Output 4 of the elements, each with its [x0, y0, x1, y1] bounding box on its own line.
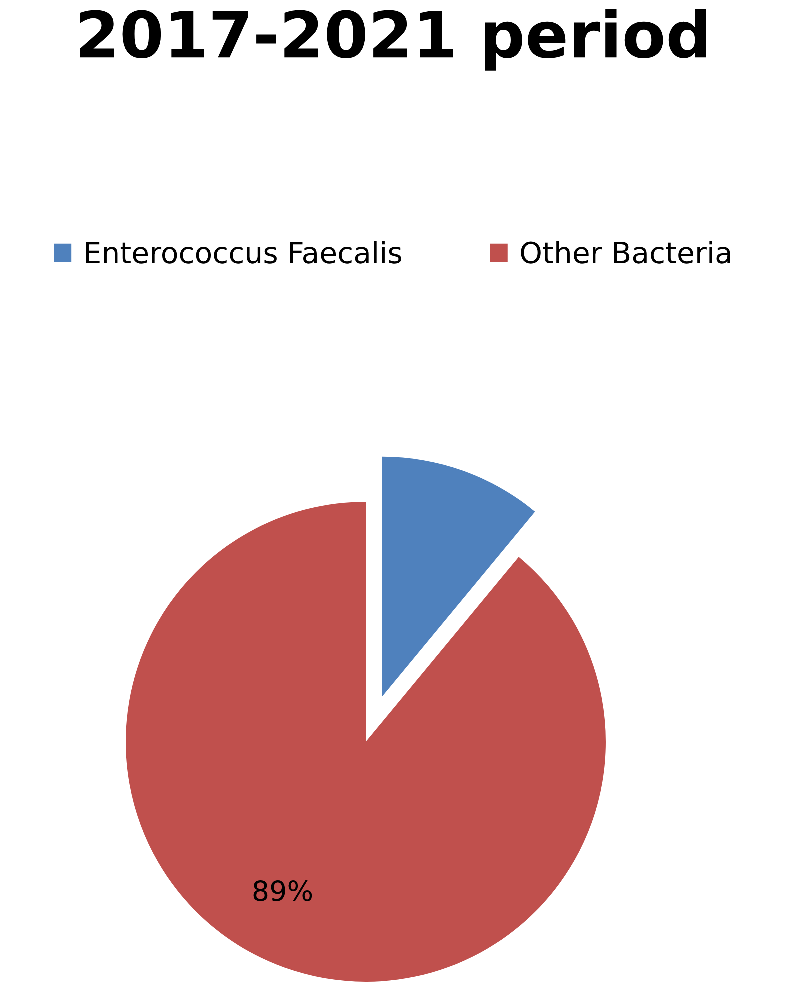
legend-label: Enterococcus Faecalis: [86, 241, 402, 264]
chart-title: 2017-2021 period: [80, 9, 706, 71]
data-label: 89%: [254, 880, 312, 902]
legend-label: Other Bacteria: [521, 241, 730, 264]
